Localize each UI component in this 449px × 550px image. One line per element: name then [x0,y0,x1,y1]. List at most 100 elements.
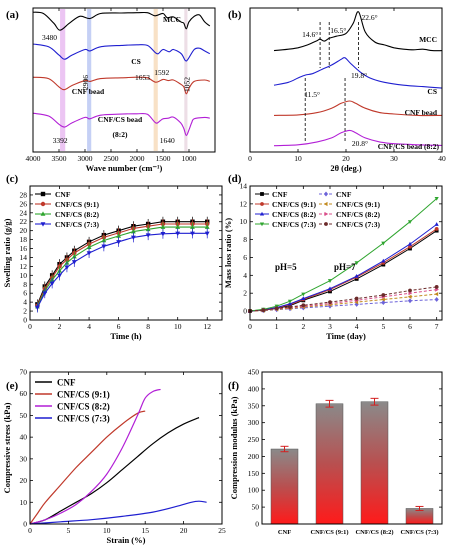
peak-label: 1653 [135,73,150,82]
y-tick-label: 26 [20,199,28,208]
data-point [381,258,386,263]
y-tick-label: 0 [23,316,27,325]
legend-entry: CNF/CS (9:1) [55,200,99,209]
peak-label: 14.6° [302,30,318,39]
y-tick-label: 300 [248,418,260,427]
legend-entry: CNF [336,190,352,199]
data-point [116,240,122,245]
x-tick-label: 10 [294,154,302,163]
panel-b: 0 10 20 30 40 2θ (deg.) (b) MCC CS CNF bead CNF/CS… [228,7,446,173]
data-point [408,244,412,249]
data-point [301,303,306,308]
data-point [301,296,306,301]
legend-marker [40,201,46,207]
data-point [64,265,70,270]
legend-entry: CNF/CS (7:3) [57,414,110,424]
data-point [49,281,55,287]
highlight-band [184,9,188,151]
plot-frame [249,185,443,321]
peak-label: 1052 [182,77,191,92]
plot-frame [29,185,223,321]
data-point [130,228,136,234]
x-axis-label: Wave number (cm⁻¹) [86,163,163,173]
legend-marker [323,201,328,207]
legend-entry: CNF/CS (7:3) [55,220,99,229]
y-tick-label: 8 [243,235,247,244]
x-axis-label: Time (h) [110,331,141,341]
peak-label: 3480 [42,33,57,42]
legend-entry: CNF/CS (9:1) [272,200,316,209]
data-point [434,226,439,231]
bar [270,448,299,525]
data-point [434,296,439,302]
data-point [381,293,386,297]
data-point [204,224,210,229]
panel-label: (b) [228,9,242,21]
legend-entry: CNF/CS (8:2) [55,210,99,219]
x-tick-label: 3000 [78,154,93,163]
y-tick-label: 400 [248,384,260,393]
y-tick-label: 20 [20,226,28,235]
spectrum-line [32,11,211,31]
legend-entry: CNF/CS (9:1) [57,390,110,400]
bar [360,401,389,525]
panel-f: CNF CNF/CS (9:1) CNF/CS (8:2) CNF/CS (7:3) 0… [228,368,443,536]
category-label: CNF [278,529,291,536]
data-point [190,224,195,229]
legend-marker [324,211,329,217]
ph-label: pH=5 [275,262,297,272]
data-point [407,294,412,299]
legend-marker [324,222,328,226]
data-point [434,196,439,201]
y-tick-label: 2 [243,289,247,298]
peak-label: 3392 [53,136,68,145]
x-tick-label: 30 [390,154,398,163]
data-point [288,305,292,309]
spectrum-line [32,76,210,95]
y-tick-label: 4 [23,298,27,307]
data-point [381,297,385,302]
y-tick-label: 14 [240,182,248,191]
stress-strain-line [29,417,200,525]
data-point [160,232,166,237]
legend-marker [40,191,46,197]
stress-strain-line [29,388,161,525]
ph-label: pH=7 [334,262,356,272]
peak-label: 16.5° [330,26,346,35]
data-point [287,299,293,304]
data-point [407,241,413,246]
y-axis-label: Compression modulus (kPa) [229,396,239,499]
y-tick-label: 40 [20,433,28,442]
x-tick-label: 8 [146,322,150,331]
peak-label: 1592 [154,68,169,77]
series-line [36,223,208,306]
panel-label: (e) [6,380,19,392]
data-point [175,231,181,236]
legend-marker [260,192,264,196]
data-point [408,288,412,293]
bar [315,403,344,525]
y-tick-label: 4 [243,271,247,280]
data-point [354,296,359,301]
y-tick-label: 12 [240,199,248,208]
y-tick-label: 0 [255,520,259,529]
y-tick-label: 22 [20,217,28,226]
legend-entry: CNF [55,190,71,199]
spectrum-line [32,43,211,62]
peak-label: 2906 [81,75,90,90]
series-label-cs: CS [427,87,437,96]
data-point [381,241,386,246]
data-point [328,300,332,305]
y-tick-label: 20 [20,476,28,485]
highlight-band [87,9,92,151]
data-point [130,235,136,241]
diffraction-line [273,57,443,89]
data-point [274,306,279,311]
y-tick-label: 0 [243,307,247,316]
data-point [354,301,359,307]
legend-marker [40,222,46,227]
x-tick-label: 20 [342,154,350,163]
series-line [36,232,208,308]
y-tick-label: 2 [23,307,27,316]
